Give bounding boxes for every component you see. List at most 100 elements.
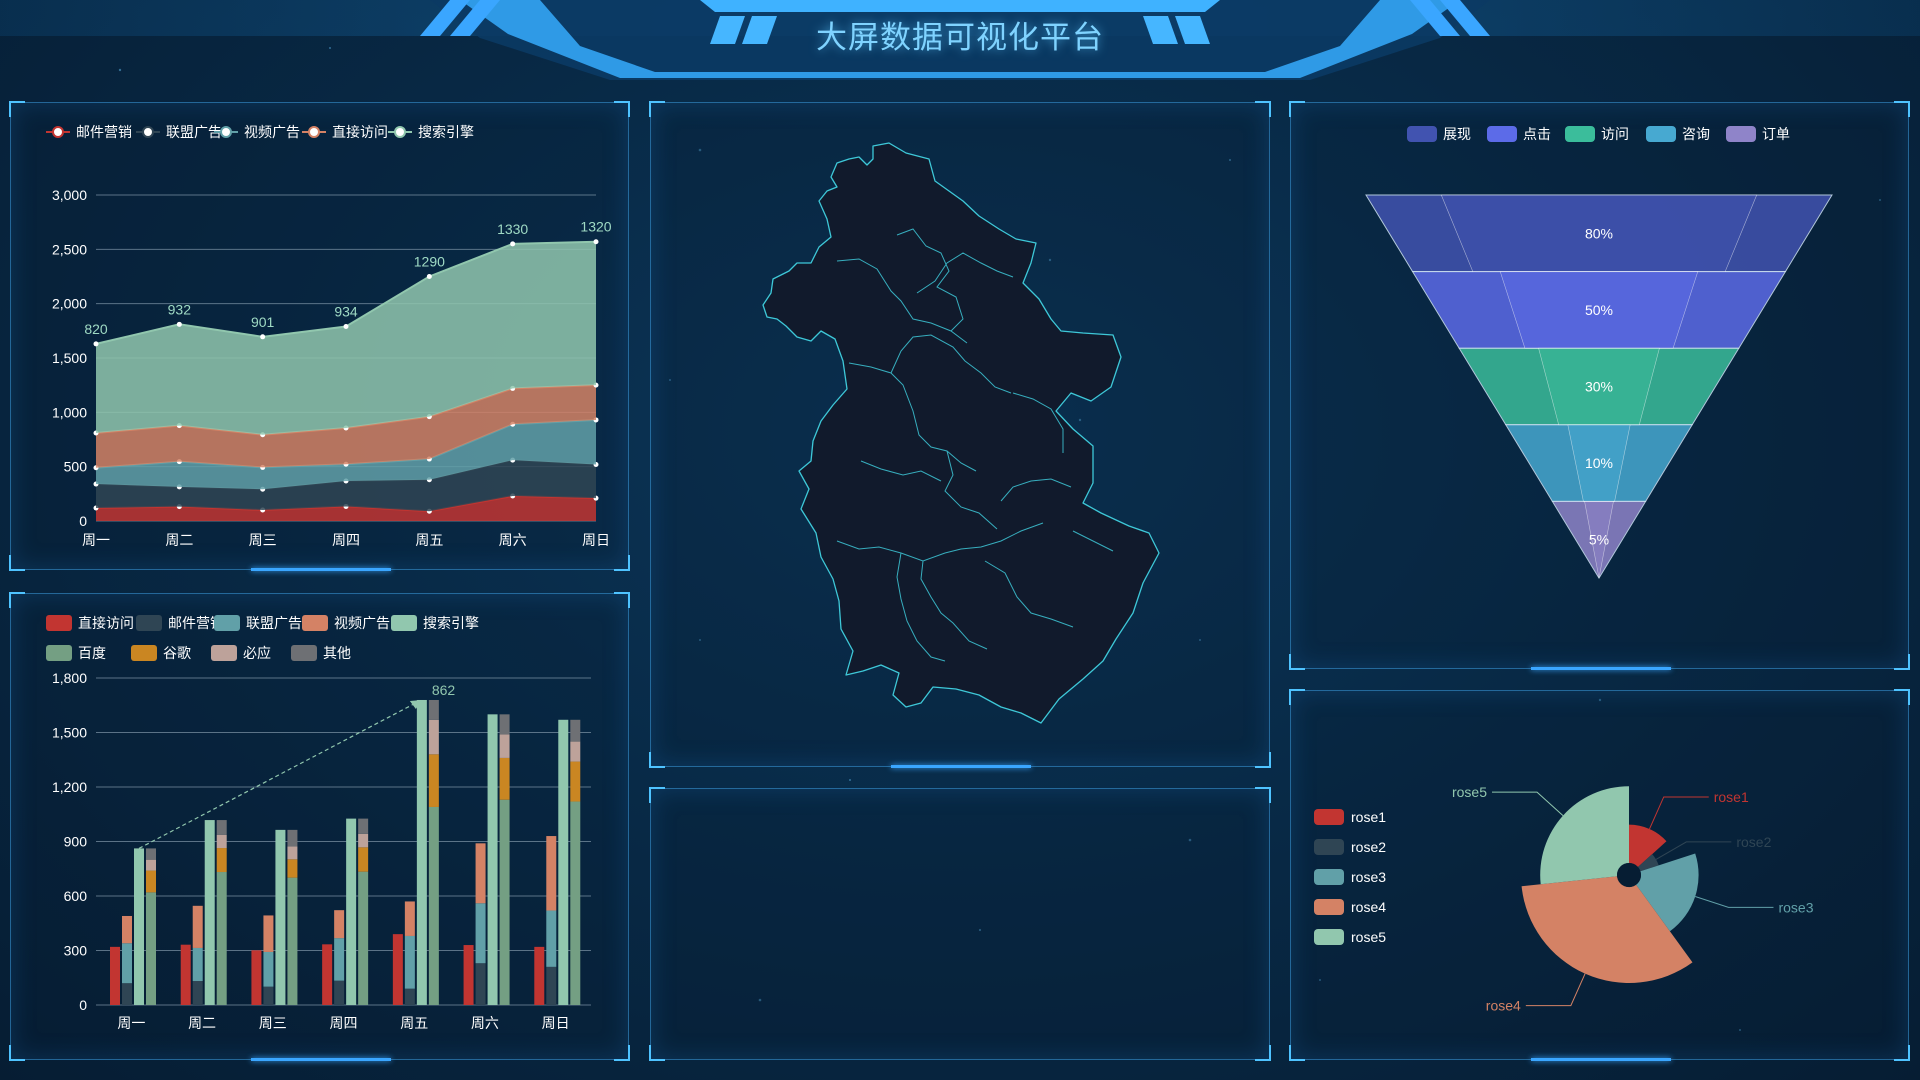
panel-corner [1894,101,1910,117]
data-label: 901 [251,314,275,330]
bar-segment [404,901,415,936]
bar-segment [570,761,581,802]
funnel-label: 10% [1585,455,1613,471]
y-tick-label: 300 [64,943,88,959]
x-tick-label: 周五 [400,1015,428,1031]
bar-segment [334,938,345,981]
x-tick-label: 周四 [332,532,360,548]
funnel-label: 5% [1589,532,1609,548]
bar-segment [334,910,345,939]
data-point [93,341,99,347]
funnel-label: 50% [1585,302,1613,318]
panel-corner [1289,689,1305,705]
bar-segment [463,945,474,1005]
label-leader-line [1649,796,1709,830]
label-leader-line [1491,791,1564,816]
y-tick-label: 1,800 [52,670,87,686]
bar-segment [546,836,557,911]
map-outline [762,142,1160,724]
bar-segment [216,848,227,873]
y-tick-label: 500 [64,459,88,475]
x-tick-label: 周一 [117,1015,145,1031]
bar-segment [428,806,439,1005]
bar-segment [204,820,215,1005]
rose-slice [1629,824,1667,867]
x-tick-label: 周四 [330,1015,358,1031]
legend-label: 邮件营销 [168,615,224,631]
legend-swatch [1646,126,1676,142]
bar-segment [499,799,510,1005]
panel-corner [9,592,25,608]
legend-marker [52,126,64,138]
panel-corner [9,555,25,571]
legend-label: rose4 [1351,899,1386,915]
legend-label: 其他 [323,645,351,661]
data-label: 1290 [414,254,445,270]
bar-segment [263,951,274,987]
rose-center [1617,863,1641,887]
panel-accent [891,765,1031,768]
x-tick-label: 周五 [415,532,443,548]
panel-corner [9,1045,25,1061]
markline-arrow [138,703,415,849]
bar-segment [475,903,486,964]
bar-segment [216,872,227,1005]
legend-label: 搜索引擎 [423,615,479,631]
bar-segment [570,801,581,1005]
panel-corner [1894,654,1910,670]
line-chart-panel: 邮件营销 联盟广告 视频广告 直接访问 搜索引擎 0 500 1,000 1,500 2,000 2… [9,101,630,571]
bar-segment [251,950,262,1005]
x-tick-label: 周日 [582,532,610,548]
panel-corner [1289,101,1305,117]
empty-panel [649,787,1271,1061]
legend-label: rose2 [1351,839,1386,855]
legend-label: 必应 [243,645,271,661]
data-point [510,241,516,247]
legend-label: 直接访问 [332,124,388,140]
bar-segment [146,859,156,871]
data-point [426,274,432,279]
x-tick-label: 周三 [259,1015,287,1031]
bar-segment [487,714,498,1005]
x-tick-label: 周六 [499,532,527,548]
panel-accent [1531,1058,1671,1061]
bar-segment [570,741,581,762]
data-label: 820 [84,321,108,337]
legend-label: 展现 [1443,126,1471,142]
legend-label: 访问 [1601,126,1629,142]
panel-corner [1894,689,1910,705]
funnel-chart: 展现 点击 访问 咨询 订单 80% 50% 30% 10% 5% [1365,126,1833,579]
bar-segment [287,877,298,1005]
bar-segment [428,699,439,720]
area-series [96,460,596,512]
bar-segment [392,934,403,1005]
bar-segment [428,719,439,755]
bar-segment [180,944,191,1005]
bar-segment [110,946,120,1005]
legend-swatch [291,645,317,661]
bar-segment [475,843,486,904]
legend-marker [308,126,320,138]
markline-arrowhead [409,699,422,709]
legend-swatch [1314,809,1344,825]
y-tick-label: 3,000 [52,187,87,203]
legend-label: 订单 [1762,126,1790,142]
bar-segment [358,871,369,1005]
funnel-inner-segment [1499,271,1699,349]
label-leader-line [1695,896,1774,908]
panel-corner [649,752,665,768]
bar-segment [287,829,298,847]
bar-segment [358,847,369,872]
map-borders [836,228,1114,662]
legend-label: 直接访问 [78,615,134,631]
panel-corner [614,101,630,117]
slice-label: rose5 [1452,784,1487,800]
funnel-inner-segment [1538,347,1660,426]
legend-swatch [1407,126,1437,142]
label-leader-line [1655,841,1732,860]
panel-corner [649,101,665,117]
bar-segment [475,963,486,1005]
bar-segment [146,892,156,1005]
legend-label: rose3 [1351,869,1386,885]
bar-segment [287,859,298,878]
